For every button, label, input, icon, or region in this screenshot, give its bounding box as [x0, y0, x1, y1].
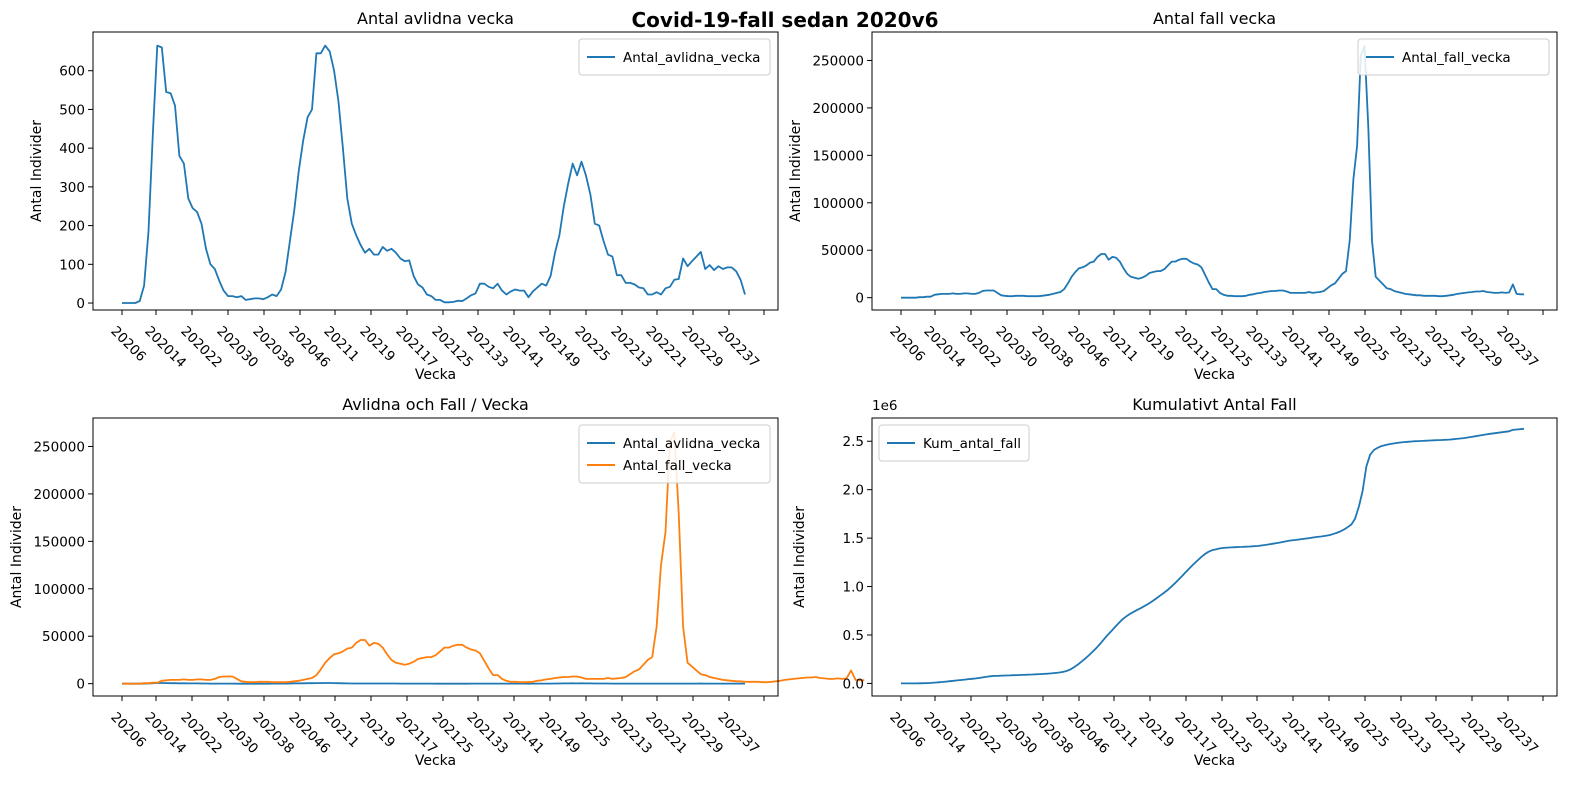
y-tick-label: 100000 — [33, 582, 85, 598]
y-tick-label: 400 — [59, 141, 85, 157]
y-tick-label: 150000 — [33, 534, 85, 550]
y-tick-label: 2.5 — [843, 434, 864, 450]
y-axis-label: Antal Individer — [792, 506, 808, 608]
y-tick-label: 0 — [76, 677, 85, 693]
legend-label: Antal_avlidna_vecka — [623, 436, 760, 452]
series-line-Antal_fall_vecka — [122, 431, 865, 685]
legend-box — [578, 424, 771, 484]
y-tick-label: 0 — [76, 296, 85, 312]
y-tick-label: 2.0 — [843, 483, 864, 499]
series-line-Kum_antal_fall — [901, 427, 1525, 685]
legend-label: Antal_fall_vecka — [623, 458, 732, 474]
x-axis-label: Vecka — [1194, 367, 1235, 383]
y-tick-label: 50000 — [42, 629, 85, 645]
legend: Kum_antal_fall — [878, 424, 1030, 462]
x-axis-label: Vecka — [1194, 753, 1235, 769]
legend-label: Kum_antal_fall — [923, 436, 1021, 452]
legend-box — [1357, 38, 1550, 76]
y-tick-label: 200 — [59, 219, 85, 235]
y-tick-label: 0.5 — [843, 628, 864, 644]
y-axis-label: Antal Individer — [9, 506, 25, 608]
axes-frame — [92, 417, 779, 697]
legend: Antal_avlidna_vecka Antal_fall_vecka — [578, 424, 771, 484]
y-tick-label: 1.0 — [843, 580, 864, 596]
axes-frame — [871, 417, 1558, 697]
series-line-Antal_fall_vecka — [901, 45, 1524, 299]
series-line-Antal_avlidna_vecka — [122, 682, 745, 685]
y-tick-label: 100 — [59, 257, 85, 273]
y-tick-label: 100000 — [812, 196, 864, 212]
y-tick-label: 0 — [855, 291, 864, 307]
figure-suptitle: Covid-19-fall sedan 2020v6 — [631, 8, 938, 32]
subplot-title: Avlidna och Fall / Vecka — [342, 395, 529, 414]
legend-box — [878, 424, 1030, 462]
x-axis-label: Vecka — [415, 753, 456, 769]
y-tick-label: 600 — [59, 64, 85, 80]
y-axis-label: Antal Individer — [29, 120, 45, 222]
subplot-title: Antal avlidna vecka — [357, 9, 514, 28]
legend: Antal_avlidna_vecka — [578, 38, 771, 76]
y-offset-text: 1e6 — [872, 398, 897, 414]
series-line-Antal_avlidna_vecka — [122, 44, 746, 304]
y-axis-label: Antal Individer — [788, 120, 804, 222]
legend: Antal_fall_vecka — [1357, 38, 1550, 76]
y-tick-label: 200000 — [33, 487, 85, 503]
y-tick-label: 50000 — [821, 243, 864, 259]
y-tick-label: 500 — [59, 102, 85, 118]
y-tick-label: 150000 — [812, 148, 864, 164]
legend-label: Antal_fall_vecka — [1402, 50, 1511, 66]
y-tick-label: 250000 — [33, 439, 85, 455]
subplot-title: Kumulativt Antal Fall — [1132, 395, 1296, 414]
legend-box — [578, 38, 771, 76]
y-tick-label: 300 — [59, 180, 85, 196]
x-axis-label: Vecka — [415, 367, 456, 383]
axes-frame — [92, 31, 779, 311]
y-tick-label: 250000 — [812, 53, 864, 69]
y-tick-label: 200000 — [812, 101, 864, 117]
subplot-title: Antal fall vecka — [1153, 9, 1276, 28]
y-tick-label: 1.5 — [843, 531, 864, 547]
legend-label: Antal_avlidna_vecka — [623, 50, 760, 66]
axes-frame — [871, 31, 1558, 311]
y-tick-label: 0.0 — [843, 676, 864, 692]
